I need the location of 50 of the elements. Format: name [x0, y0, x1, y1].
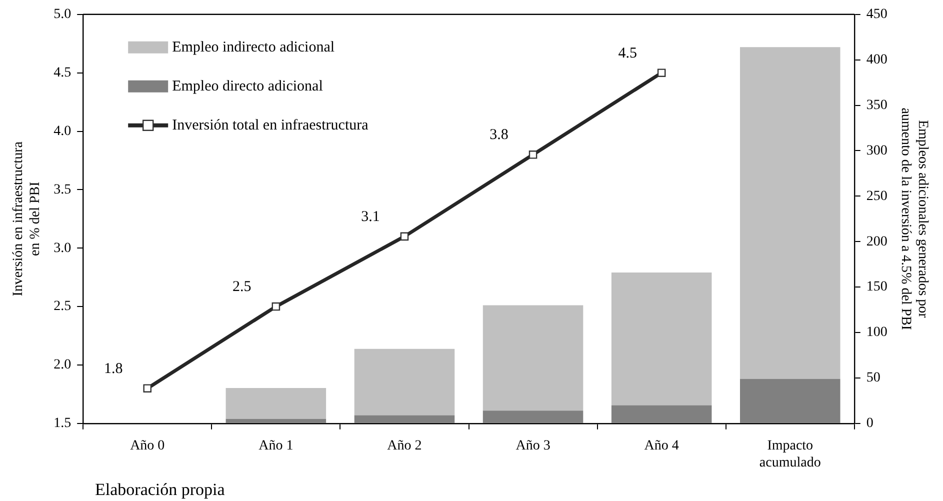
- point: [528, 150, 538, 159]
- y-tick-label: 5.0: [54, 7, 72, 22]
- point: [657, 68, 666, 77]
- y-tick-label: 2.0: [54, 358, 72, 373]
- y2-tick-label: 150: [866, 280, 888, 295]
- y2-tick-label: 450: [866, 7, 888, 22]
- x-tick-label: Año 4: [644, 438, 679, 454]
- y2-tick-label: 100: [866, 325, 888, 340]
- y-tick-label: 1.5: [54, 416, 72, 432]
- y2-tick-label: 250: [866, 188, 888, 204]
- bar: [226, 388, 326, 419]
- y2-tick-label: 200: [866, 234, 888, 250]
- y-axis-title: Inversión en infraestructura en % del PBI: [11, 140, 43, 296]
- y2-tick-label: 300: [866, 143, 888, 158]
- y-tick-label: 3.5: [54, 182, 72, 198]
- legend-label: Empleo directo adicional: [172, 78, 323, 94]
- legend-label: Inversión total en infraestructura: [172, 117, 369, 134]
- y-tick-label: 2.5: [54, 299, 72, 314]
- data-label: 3.1: [361, 208, 380, 225]
- x-tick-label: Impacto acumulado: [759, 438, 821, 470]
- bar: [611, 272, 712, 406]
- data-label: 3.8: [490, 127, 508, 144]
- data-label: 2.5: [232, 278, 252, 295]
- data-label: 4.5: [618, 45, 637, 62]
- bar: [740, 47, 840, 379]
- bar: [740, 378, 840, 423]
- bar: [226, 418, 326, 423]
- bar: [354, 348, 455, 416]
- point: [272, 302, 280, 311]
- y2-axis-title: Empleos adicionales generados por aumento de la inversión a 4.5% del PBI: [898, 108, 930, 330]
- x-tick-label: Año 3: [516, 438, 550, 454]
- bar: [482, 305, 584, 411]
- data-label: 1.8: [104, 360, 123, 377]
- y-tick-label: 4.5: [54, 66, 72, 80]
- y2-tick-label: 50: [866, 370, 880, 386]
- x-tick-label: Año 1: [258, 438, 294, 454]
- bar: [482, 410, 584, 423]
- x-tick-label: Año 2: [387, 438, 422, 454]
- legend-label: Empleo indirecto adicional: [172, 39, 335, 56]
- y-tick-label: 4.0: [54, 124, 72, 139]
- text: Elaboración propia: [95, 480, 226, 499]
- y2-tick-label: 350: [866, 98, 888, 113]
- y-tick-label: 3.0: [54, 240, 72, 256]
- point: [143, 384, 152, 392]
- point: [400, 232, 409, 241]
- x-tick-label: Año 0: [130, 438, 165, 454]
- y2-tick-label: 0: [866, 416, 874, 432]
- bar: [354, 415, 455, 423]
- bar: [611, 405, 712, 423]
- y2-tick-label: 400: [866, 52, 888, 68]
